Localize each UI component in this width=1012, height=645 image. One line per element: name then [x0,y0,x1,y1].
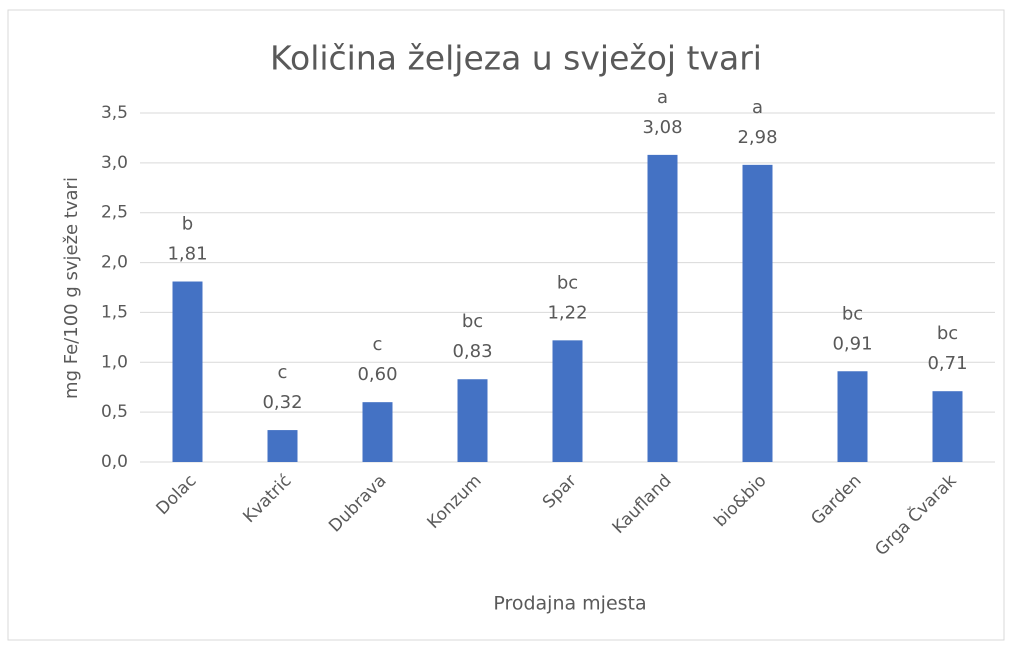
value-label: 0,91 [832,333,872,354]
y-tick-label: 1,5 [101,302,128,322]
y-axis-label: mg Fe/100 g svježe tvari [61,177,82,399]
chart-frame [7,9,1005,641]
group-letter: b [182,214,193,235]
bar [742,164,773,462]
group-letter: bc [557,272,578,293]
value-label: 0,83 [452,341,492,362]
y-tick-label: 2,5 [101,203,128,223]
y-tick-label: 3,5 [101,103,128,123]
bar [172,281,203,462]
bar [552,340,583,462]
value-label: 0,60 [357,364,397,385]
value-label: 1,81 [167,244,207,265]
group-letter: bc [842,303,863,324]
y-tick-label: 1,0 [101,352,128,372]
y-tick-label: 3,0 [101,153,128,173]
bar [932,391,963,462]
bar [647,154,678,462]
bar [837,371,868,462]
value-label: 0,71 [927,353,967,374]
group-letter: a [657,87,668,108]
bar [457,379,488,462]
group-letter: a [752,97,763,118]
bar [362,402,393,462]
y-tick-label: 0,0 [101,452,128,472]
group-letter: c [373,334,383,355]
group-letter: bc [462,311,483,332]
bar [267,430,298,462]
group-letter: c [278,362,288,383]
value-label: 3,08 [642,117,682,138]
y-tick-label: 0,5 [101,402,128,422]
chart-title: Količina željeza u svježoj tvari [270,39,762,78]
value-label: 0,32 [262,392,302,413]
value-label: 1,22 [547,302,587,323]
y-tick-label: 2,0 [101,253,128,273]
x-axis-label: Prodajna mjesta [493,593,646,615]
value-label: 2,98 [737,127,777,148]
group-letter: bc [937,323,958,344]
